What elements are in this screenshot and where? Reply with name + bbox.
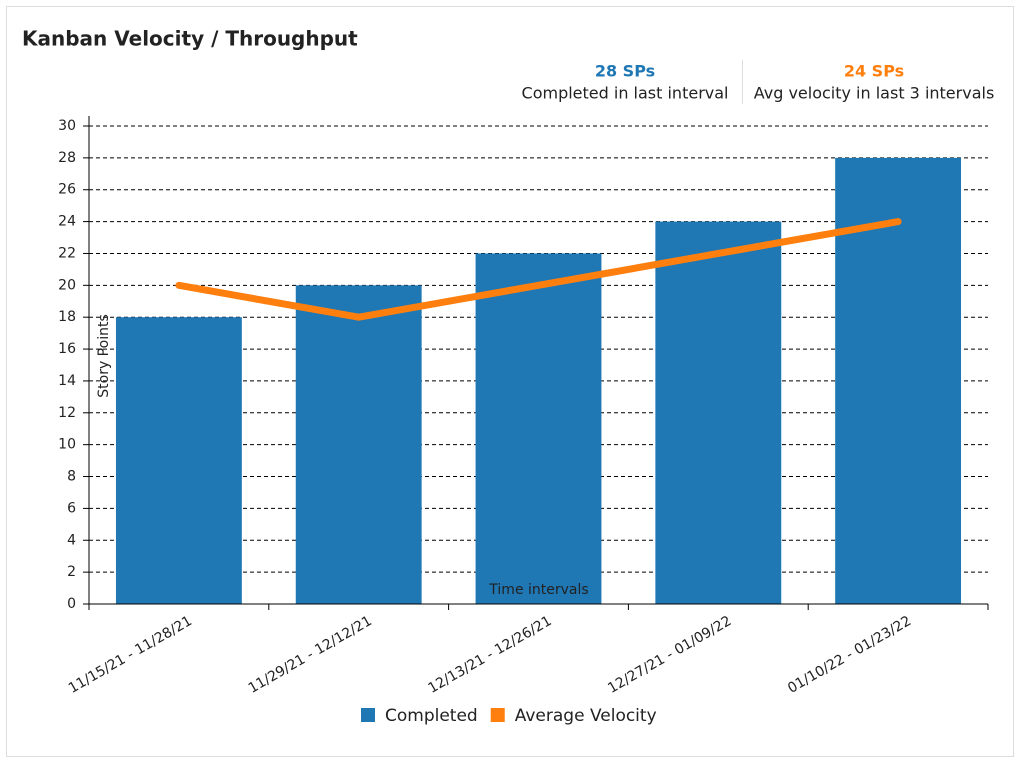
y-tick-label: 14 [58, 373, 76, 389]
y-tick-label: 16 [58, 341, 76, 357]
legend-swatch [361, 708, 375, 722]
y-tick-label: 18 [58, 309, 76, 325]
legend-swatch [490, 708, 505, 722]
summary-value: 28 SPs [595, 62, 655, 81]
y-tick-label: 28 [58, 150, 76, 166]
chart-title: Kanban Velocity / Throughput [22, 27, 358, 51]
summary-value: 24 SPs [844, 62, 904, 81]
y-tick-label: 12 [58, 405, 76, 421]
y-tick-label: 2 [67, 564, 76, 580]
y-tick-label: 22 [58, 245, 76, 261]
y-tick-label: 30 [58, 118, 76, 134]
y-tick-label: 6 [67, 500, 76, 516]
y-tick-label: 20 [58, 277, 76, 293]
bar [295, 285, 422, 604]
bar [115, 317, 242, 604]
bar [655, 221, 782, 604]
line [175, 218, 902, 321]
y-tick-label: 10 [58, 437, 76, 453]
y-axis-label: Story Points [96, 314, 112, 398]
y-tick-label: 24 [58, 214, 76, 230]
bar [475, 253, 602, 604]
x-axis-label: Time intervals [488, 582, 588, 598]
legend-label: Completed [385, 706, 478, 726]
summary-label: Completed in last interval [522, 84, 729, 103]
y-tick-label: 26 [58, 182, 76, 198]
y-tick-label: 0 [67, 596, 76, 612]
summary-label: Avg velocity in last 3 intervals [754, 84, 995, 103]
legend-label: Average Velocity [515, 706, 657, 726]
y-tick-label: 8 [67, 469, 76, 485]
y-tick-label: 4 [67, 532, 76, 548]
